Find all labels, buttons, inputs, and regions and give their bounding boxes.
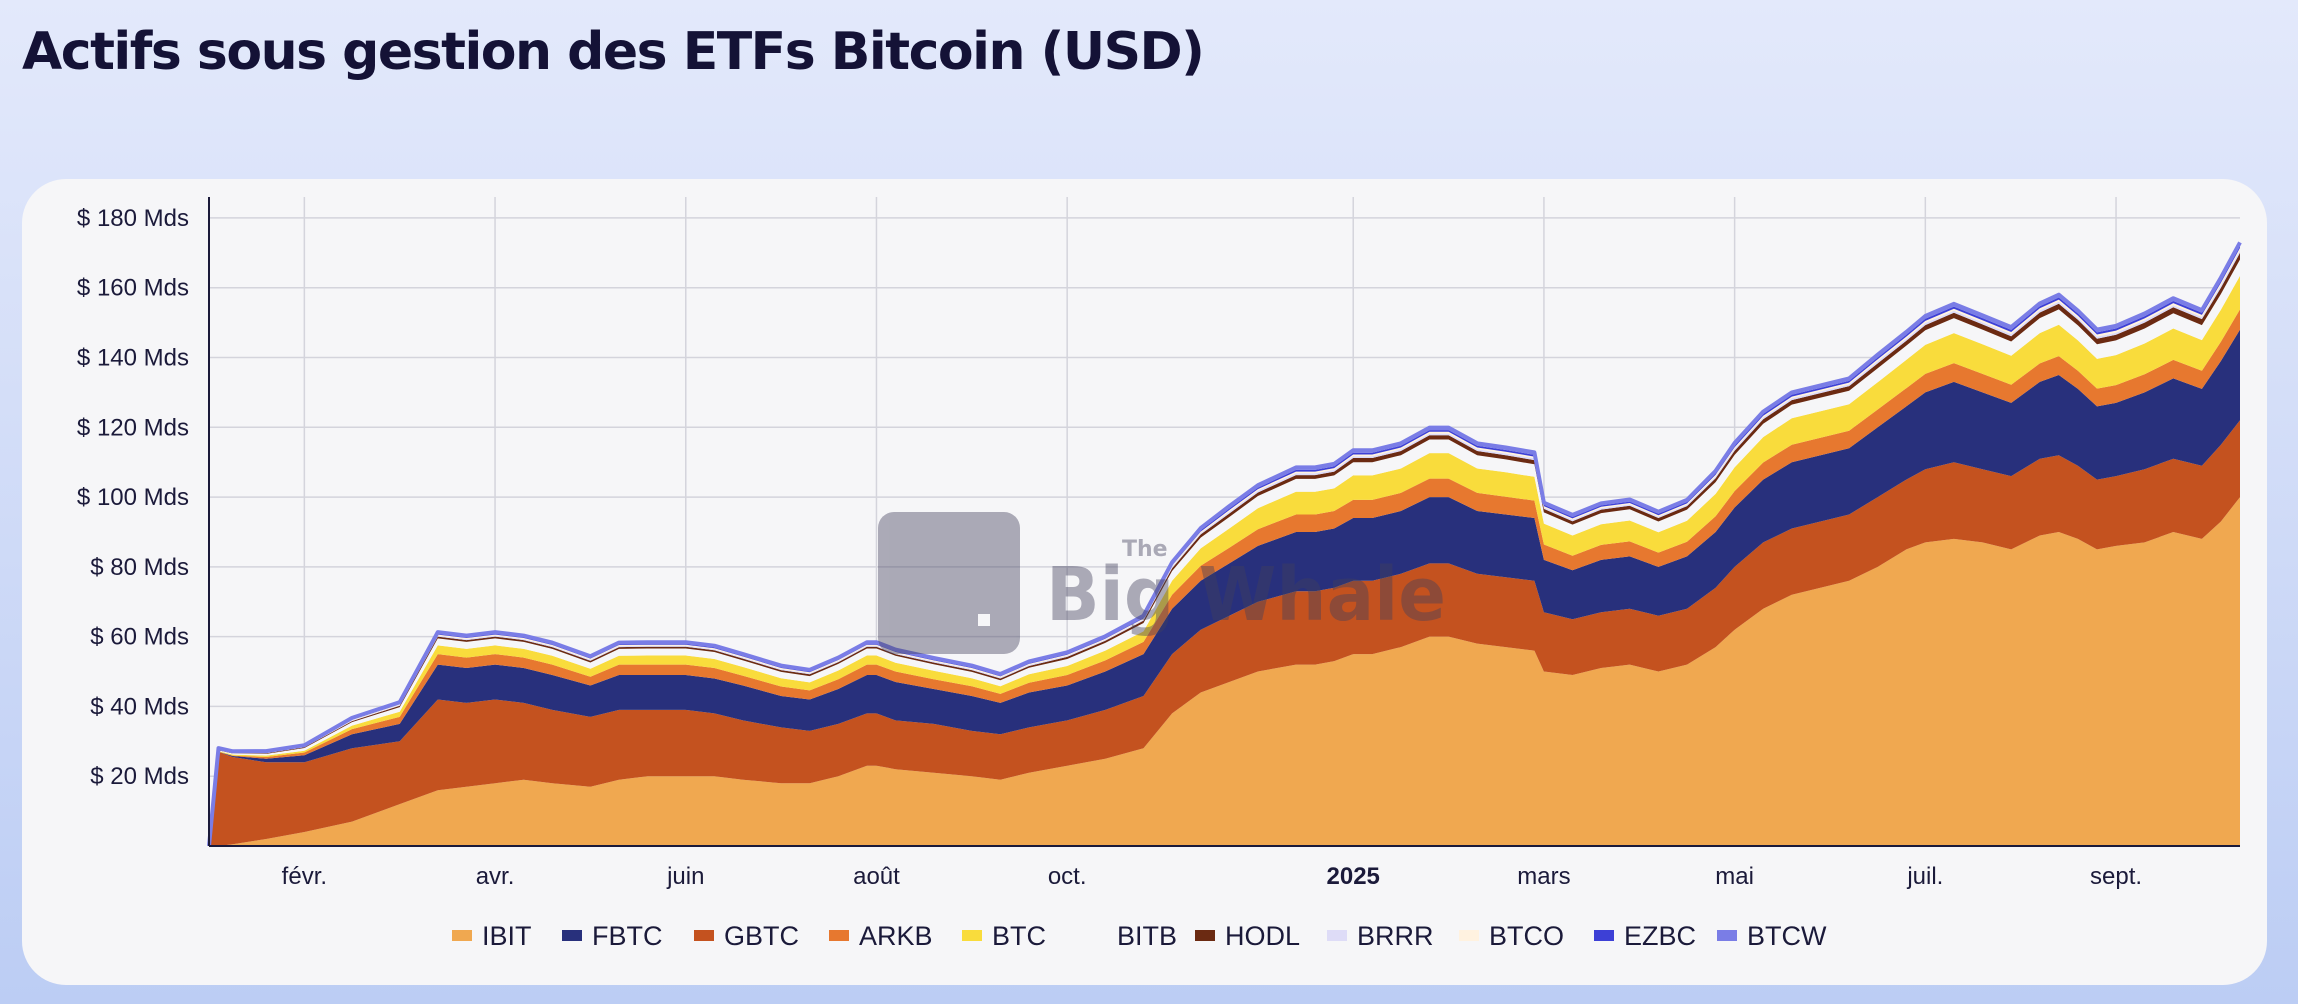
x-tick-label: 2025 <box>1327 863 1380 890</box>
legend-item-fbtc[interactable]: FBTC <box>562 921 663 951</box>
y-tick-label: $ 180 Mds <box>77 205 189 232</box>
y-tick-label: $ 80 Mds <box>90 554 189 581</box>
legend-item-arkb[interactable]: ARKB <box>829 921 933 951</box>
chart-card: The Big Whale $ 20 Mds $ 40 Mds $ 60 Mds $ … <box>22 179 2267 985</box>
legend-label: BTC <box>992 921 1046 951</box>
legend-swatch <box>1594 930 1614 941</box>
whale-logo-icon <box>878 512 1020 654</box>
legend-swatch <box>1087 930 1107 941</box>
stacked-areas <box>207 241 2242 847</box>
y-tick-label: $ 40 Mds <box>90 693 189 720</box>
legend-label: ARKB <box>859 921 933 951</box>
legend-item-btcw[interactable]: BTCW <box>1717 921 1827 951</box>
legend-item-brrr[interactable]: BRRR <box>1327 921 1434 951</box>
y-tick-label: $ 60 Mds <box>90 624 189 651</box>
y-tick-label: $ 20 Mds <box>90 763 189 790</box>
legend-swatch <box>962 930 982 941</box>
y-tick-label: $ 140 Mds <box>77 345 189 372</box>
y-tick-label: $ 100 Mds <box>77 484 189 511</box>
legend-label: BTCO <box>1489 921 1564 951</box>
area-fbtc <box>209 329 2240 847</box>
legend: IBIT FBTC GBTC ARKB BTC BITB HODL BRRR BTCO EZBC B… <box>452 921 1827 951</box>
watermark-small-text: The <box>1122 537 1168 562</box>
legend-label: HODL <box>1225 921 1300 951</box>
x-tick-label: juin <box>666 863 704 890</box>
x-tick-label: avr. <box>476 863 515 890</box>
total-outline <box>207 241 2242 847</box>
watermark-large-text: Big Whale <box>1046 552 1446 638</box>
legend-label: BTCW <box>1747 921 1827 951</box>
x-tick-label: févr. <box>282 863 327 890</box>
x-tick-label: sept. <box>2090 863 2142 890</box>
x-tick-label: mai <box>1715 863 1754 890</box>
legend-label: GBTC <box>724 921 799 951</box>
legend-item-bitb[interactable]: BITB <box>1087 921 1177 951</box>
area-ibit <box>209 497 2240 846</box>
x-tick-label: oct. <box>1048 863 1087 890</box>
y-tick-label: $ 120 Mds <box>77 414 189 441</box>
legend-item-ibit[interactable]: IBIT <box>452 921 532 951</box>
legend-swatch <box>562 930 582 941</box>
legend-label: BRRR <box>1357 921 1434 951</box>
etf-aum-chart: The Big Whale $ 20 Mds$ 40 Mds$ 60 Mds$ … <box>77 197 2242 951</box>
x-tick-label: juil. <box>1906 863 1943 890</box>
legend-item-btco[interactable]: BTCO <box>1459 921 1564 951</box>
area-gbtc <box>209 420 2240 846</box>
y-tick-label: $ 160 Mds <box>77 275 189 302</box>
legend-label: FBTC <box>592 921 663 951</box>
legend-item-gbtc[interactable]: GBTC <box>694 921 799 951</box>
legend-item-hodl[interactable]: HODL <box>1195 921 1300 951</box>
legend-swatch <box>694 930 714 941</box>
legend-item-btc[interactable]: BTC <box>962 921 1046 951</box>
legend-swatch <box>1459 930 1479 941</box>
page-title: Actifs sous gestion des ETFs Bitcoin (US… <box>22 22 1205 82</box>
legend-swatch <box>829 930 849 941</box>
legend-label: BITB <box>1117 921 1177 951</box>
legend-swatch <box>1327 930 1347 941</box>
legend-label: EZBC <box>1624 921 1696 951</box>
whale-logo-dot-icon <box>978 614 990 626</box>
legend-swatch <box>1717 930 1737 941</box>
legend-label: IBIT <box>482 921 532 951</box>
watermark: The Big Whale <box>878 512 1446 654</box>
axes: $ 20 Mds $ 40 Mds $ 60 Mds $ 80 Mds $ 100 Md… <box>77 197 2240 890</box>
legend-swatch <box>1195 930 1215 941</box>
x-tick-label: août <box>853 863 900 890</box>
x-tick-label: mars <box>1517 863 1570 890</box>
legend-item-ezbc[interactable]: EZBC <box>1594 921 1696 951</box>
legend-swatch <box>452 930 472 941</box>
